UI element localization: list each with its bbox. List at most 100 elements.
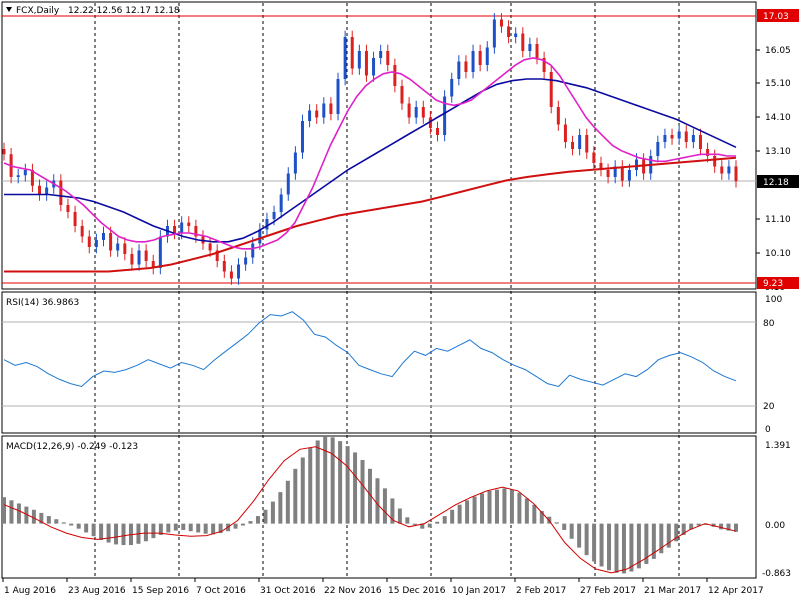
- bull-candle: [443, 96, 447, 135]
- bear-candle: [80, 226, 84, 237]
- macd-histogram-bar: [211, 523, 216, 535]
- macd-histogram-bar: [330, 437, 335, 524]
- time-tick-label: 27 Feb 2017: [580, 586, 636, 596]
- bear-candle: [734, 166, 738, 182]
- bear-candle: [393, 65, 397, 86]
- macd-histogram-bar: [233, 523, 238, 529]
- macd-histogram-bar: [554, 522, 559, 524]
- macd-title: MACD(12,26,9) -0.249 -0.123: [6, 442, 138, 452]
- support-price-tag: [757, 277, 799, 289]
- bear-candle: [386, 51, 390, 65]
- macd-histogram-bar: [158, 523, 163, 535]
- bear-candle: [73, 212, 77, 226]
- macd-histogram-bar: [651, 523, 656, 559]
- price-panel[interactable]: [2, 13, 756, 285]
- bear-candle: [563, 124, 567, 142]
- bear-candle: [592, 152, 596, 163]
- bear-candle: [66, 205, 70, 212]
- macd-histogram-bar: [517, 492, 522, 524]
- macd-histogram-bar: [435, 521, 440, 524]
- bull-candle: [485, 47, 489, 65]
- bull-candle: [450, 79, 454, 97]
- macd-histogram-bar: [315, 440, 320, 524]
- price-axis: 16.05 15.10 14.10 13.10 11.10 10.10 9.10…: [756, 9, 799, 293]
- macd-histogram-bar: [353, 452, 358, 524]
- macd-histogram-bar: [61, 522, 66, 524]
- time-tick-label: 21 Mar 2017: [644, 586, 701, 596]
- macd-histogram-bar: [382, 488, 387, 524]
- symbol-label: FCX,Daily: [16, 6, 60, 16]
- macd-histogram-bar: [689, 523, 694, 530]
- bear-candle: [464, 61, 468, 72]
- bear-candle: [507, 26, 511, 37]
- bull-candle: [492, 19, 496, 48]
- rsi-title: RSI(14) 36.9863: [6, 298, 79, 308]
- bull-candle: [613, 166, 617, 177]
- bear-candle: [606, 170, 610, 177]
- bull-candle: [137, 250, 141, 265]
- macd-histogram-bar: [629, 523, 634, 572]
- rsi-axis-label: 80: [763, 319, 775, 329]
- macd-histogram-bar: [203, 523, 208, 534]
- bull-candle: [414, 107, 418, 118]
- macd-histogram-bar: [188, 523, 193, 532]
- macd-histogram-bar: [405, 517, 410, 524]
- macd-histogram-bar: [621, 523, 626, 574]
- time-tick-label: 12 Apr 2017: [708, 586, 764, 596]
- macd-histogram-bar: [397, 508, 402, 524]
- macd-histogram-bar: [39, 512, 44, 524]
- bear-candle: [229, 271, 233, 279]
- current-price-tag: [757, 175, 799, 188]
- moving-averages: [3, 57, 737, 273]
- bull-candle: [158, 236, 162, 268]
- bear-candle: [421, 107, 425, 118]
- macd-panel[interactable]: MACD(12,26,9) -0.249 -0.123 1.391 0.00 -…: [2, 436, 791, 579]
- macd-histogram-bar: [114, 523, 119, 545]
- bear-candle: [187, 222, 191, 226]
- price-tick-label: 11.10: [765, 215, 791, 225]
- mid-moving-average-line: [4, 78, 737, 243]
- macd-histogram-bar: [84, 523, 89, 533]
- bear-candle: [620, 166, 624, 181]
- bear-candle: [599, 163, 603, 170]
- macd-histogram-bar: [46, 516, 51, 524]
- resistance-price-label: 17.03: [763, 12, 789, 22]
- bull-candle: [372, 58, 376, 76]
- macd-histogram-bar: [681, 523, 686, 535]
- macd-histogram-bar: [300, 457, 305, 524]
- bear-candle: [87, 236, 91, 247]
- bull-candle: [300, 121, 304, 153]
- macd-histogram-bar: [285, 480, 290, 524]
- bull-candle: [379, 51, 383, 58]
- macd-histogram-bar: [442, 516, 447, 524]
- macd-histogram-bar: [599, 523, 604, 567]
- macd-histogram-bar: [726, 523, 731, 531]
- chevron-down-icon[interactable]: [6, 7, 12, 12]
- rsi-panel-frame: [1, 291, 757, 434]
- bear-candle: [194, 226, 198, 237]
- macd-histogram-bar: [368, 468, 372, 524]
- macd-histogram-bar: [31, 509, 36, 524]
- time-tick-label: 15 Sep 2016: [132, 586, 189, 596]
- bear-candle: [542, 58, 546, 72]
- price-tick-label: 16.05: [765, 46, 791, 56]
- rsi-panel[interactable]: RSI(14) 36.9863 100 80 20 0: [2, 295, 782, 435]
- macd-histogram-bar: [465, 500, 470, 524]
- bull-candle: [578, 135, 582, 149]
- bull-candle: [251, 243, 255, 258]
- bear-candle: [535, 44, 539, 58]
- macd-histogram-bar: [196, 523, 201, 533]
- rsi-axis-label: 100: [765, 295, 782, 305]
- macd-histogram-bar: [218, 523, 223, 534]
- bull-candle: [663, 135, 667, 142]
- macd-histogram-bar: [562, 523, 567, 530]
- macd-histogram-bar: [345, 446, 350, 524]
- bear-candle: [151, 261, 155, 268]
- bear-candle: [549, 72, 553, 107]
- bull-candle: [336, 79, 340, 114]
- bull-candle: [265, 219, 269, 230]
- macd-histogram-bar: [472, 496, 477, 524]
- bear-candle: [364, 51, 368, 76]
- bear-candle: [642, 159, 646, 174]
